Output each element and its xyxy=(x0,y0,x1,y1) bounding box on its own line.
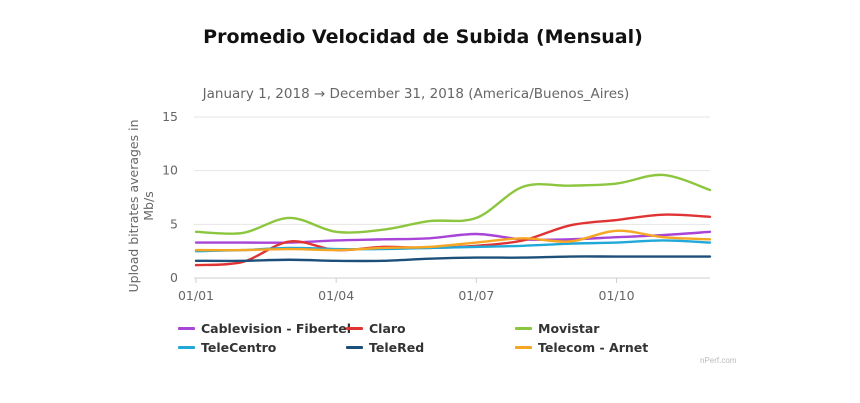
tick-labels: 0 5 10 15 01/01 01/04 01/07 01/10 xyxy=(162,109,635,303)
chart-panel xyxy=(118,58,746,358)
legend-label: Movistar xyxy=(538,321,600,336)
series-line-telecom-arnet xyxy=(194,229,712,252)
series-lines xyxy=(194,173,712,267)
legend-swatch xyxy=(346,346,363,349)
y-tick-label: 5 xyxy=(170,216,178,231)
legend-label: TeleRed xyxy=(369,340,425,355)
legend-item[interactable]: TeleCentro xyxy=(178,340,276,355)
y-axis-label-line-1: Upload bitrates averages in xyxy=(126,119,141,293)
legend-swatch xyxy=(346,327,363,330)
y-axis-label-line-2: Mb/s xyxy=(141,191,156,221)
y-tick-label: 15 xyxy=(162,109,178,124)
legend-label: Claro xyxy=(369,321,406,336)
series-line-movistar xyxy=(194,173,712,235)
x-tick-label: 01/01 xyxy=(178,288,214,303)
legend-label: TeleCentro xyxy=(201,340,277,355)
y-axis-label: Upload bitrates averages in Mb/s xyxy=(126,106,156,306)
legend-item[interactable]: Claro xyxy=(346,321,406,336)
legend-label: Telecom - Arnet xyxy=(538,340,649,355)
legend-swatch xyxy=(178,346,195,349)
series-line-telered xyxy=(194,255,712,263)
chart-subtitle: January 1, 2018 → December 31, 2018 (Ame… xyxy=(202,86,630,102)
legend-swatch xyxy=(515,327,532,330)
legend-item[interactable]: TeleRed xyxy=(346,340,424,355)
x-tick-label: 01/07 xyxy=(458,288,494,303)
y-tick-label: 10 xyxy=(162,163,178,178)
legend-item[interactable]: Cablevision - Fibertel xyxy=(178,321,351,336)
x-tick-label: 01/10 xyxy=(599,288,635,303)
chart-credit: nPerf.com xyxy=(700,356,737,365)
legend-item[interactable]: Movistar xyxy=(515,321,599,336)
legend-swatch xyxy=(515,346,532,349)
x-tick-label: 01/04 xyxy=(318,288,354,303)
legend-label: Cablevision - Fibertel xyxy=(201,321,352,336)
y-tick-label: 0 xyxy=(170,270,178,285)
legend-item[interactable]: Telecom - Arnet xyxy=(515,340,648,355)
grid-layer xyxy=(194,116,710,283)
page-title: Promedio Velocidad de Subida (Mensual) xyxy=(203,26,643,48)
legend-swatch xyxy=(178,327,195,330)
